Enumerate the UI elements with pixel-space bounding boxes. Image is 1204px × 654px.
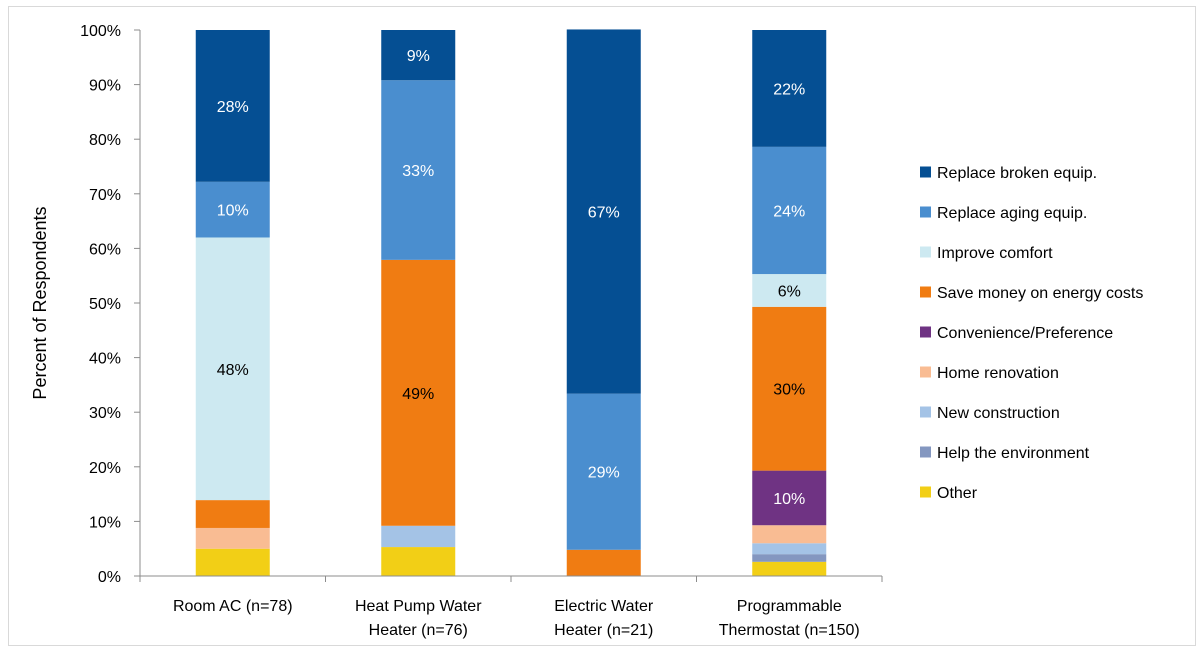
legend-swatch [920,486,931,498]
data-label: 6% [778,283,801,300]
bar-segment [752,30,827,147]
bar-segment [752,146,827,275]
data-label: 9% [407,48,430,65]
bar-segment [381,259,456,526]
bar-segment [566,393,641,550]
data-label: 67% [588,205,620,222]
legend-label: Save money on energy costs [937,285,1143,302]
legend-swatch [920,366,931,378]
legend-swatch [920,446,931,458]
x-category-label: Heat Pump Water [355,598,482,615]
bar-segment [381,30,456,81]
x-category-label: Heater (n=21) [554,622,653,639]
bar-segment [195,500,270,528]
y-tick-label: 70% [89,187,121,204]
legend-swatch [920,326,931,338]
x-category-label: Heater (n=76) [369,622,468,639]
y-tick-label: 30% [89,405,121,422]
legend-label: Replace broken equip. [937,165,1097,182]
bar-segment [752,543,827,555]
data-label: 22% [773,81,805,98]
x-category-label: Programmable [737,598,842,615]
axes-layer: 0% 10% 20% 30% 40% 50% 60% 70% 80% 90% 100% Room AC… [80,23,883,639]
y-tick-label: 90% [89,78,121,95]
legend-label: Replace aging equip. [937,205,1087,222]
legend-label: Help the environment [937,445,1090,462]
bar-segment [752,274,827,307]
data-label: 48% [217,362,249,379]
legend: Replace broken equip. Replace aging equip… [920,165,1143,502]
bar-segment [381,80,456,260]
bar-segment [752,561,827,576]
x-category-label: Electric Water [554,598,654,615]
data-label: 30% [773,382,805,399]
bar-segment [381,525,456,548]
bars-layer [195,29,827,576]
data-label: 24% [773,203,805,220]
y-tick-label: 100% [80,23,121,40]
y-tick-label: 80% [89,132,121,149]
bar-segment [195,181,270,238]
x-category-label: Room AC (n=78) [173,598,293,615]
y-tick-label: 0% [98,569,121,586]
y-tick-label: 50% [89,296,121,313]
bar-segment [381,547,456,576]
data-label: 33% [402,163,434,180]
y-tick-label: 20% [89,460,121,477]
y-tick-label: 10% [89,514,121,531]
legend-label: Home renovation [937,365,1059,382]
bar-segment [195,548,270,576]
x-category-label: Thermostat (n=150) [719,622,860,639]
legend-swatch [920,206,931,218]
legend-label: Convenience/Preference [937,325,1113,342]
bar-segment [752,525,827,544]
y-tick-label: 40% [89,351,121,368]
bar-segment [195,237,270,501]
bar-segment [195,527,270,549]
legend-label: Improve comfort [937,245,1053,262]
bar-segment [195,30,270,182]
legend-swatch [920,286,931,298]
data-label: 29% [588,465,620,482]
bar-segment [566,549,641,576]
legend-swatch [920,406,931,418]
y-tick-label: 60% [89,241,121,258]
bar-segment [752,470,827,526]
legend-swatch [920,246,931,258]
legend-swatch [920,166,931,178]
data-label: 10% [773,491,805,508]
bar-segment [752,306,827,471]
legend-label: New construction [937,405,1060,422]
data-labels-layer: 48% 10% 28% 49% 33% 9% 29% 67% 10% 30% 6% 24% 22% [217,48,806,508]
data-label: 28% [217,99,249,116]
data-label: 49% [402,386,434,403]
bar-segment [752,554,827,562]
legend-label: Other [937,485,978,502]
y-axis-title: Percent of Respondents [30,206,50,399]
data-label: 10% [217,203,249,220]
bar-segment [566,29,641,394]
